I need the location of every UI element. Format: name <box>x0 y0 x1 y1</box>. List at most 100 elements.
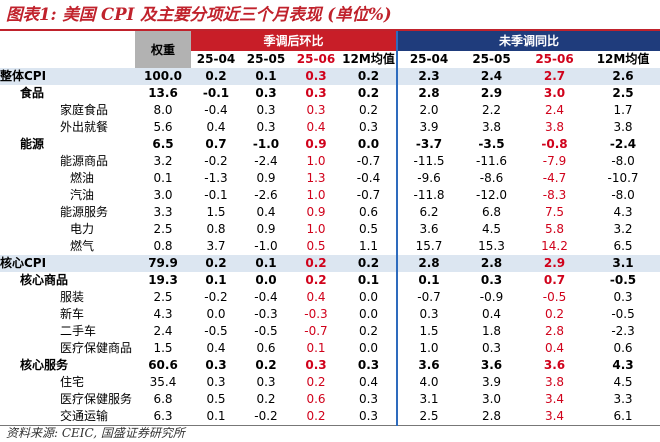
header-period-mom: 25-05 <box>246 52 286 66</box>
yoy-value: 1.0 <box>396 340 461 357</box>
mom-value: 0.9 <box>256 222 276 236</box>
row-weight: 100.0 <box>135 68 191 85</box>
mom-value: 1.1 <box>358 239 379 253</box>
yoy-value: 6.5 <box>613 239 633 253</box>
mom-value: 0.4 <box>206 120 226 134</box>
mom-value: -0.2 <box>204 290 228 304</box>
source-note: 资料来源: CEIC, 国盛证券研究所 <box>6 426 185 440</box>
yoy-value: 4.5 <box>481 222 502 236</box>
yoy-value: -8.0 <box>611 154 635 168</box>
yoy-value: 2.8 <box>460 255 524 272</box>
mom-value: 1.3 <box>306 171 326 185</box>
row-label: 住宅 <box>60 375 85 389</box>
row-weight: 6.3 <box>135 408 191 426</box>
header-row-periods: 25-04 25-05 25-06 12M均值 25-04 25-05 25-0… <box>0 51 660 68</box>
mom-value: 0.4 <box>256 205 276 219</box>
yoy-value: 2.5 <box>612 86 634 100</box>
mom-value: -0.7 <box>356 188 381 202</box>
mom-value: 0.3 <box>291 68 341 85</box>
mom-value: -0.7 <box>304 324 328 338</box>
yoy-value: 7.5 <box>544 205 565 219</box>
yoy-value: -0.5 <box>611 307 635 321</box>
row-label: 能源服务 <box>60 205 109 219</box>
mom-value: 0.3 <box>205 358 227 372</box>
header-weight: 权重 <box>135 31 191 68</box>
row-weight: 1.5 <box>153 341 173 355</box>
mom-value: 0.3 <box>341 408 398 426</box>
mom-value: -0.5 <box>204 324 228 338</box>
table-row: 食品 13.6 -0.1 0.3 0.3 0.2 2.8 2.9 3.0 2.5 <box>0 85 660 102</box>
row-weight: 3.0 <box>153 188 173 202</box>
mom-value: 0.1 <box>241 255 291 272</box>
header-period-mom: 12M均值 <box>342 52 395 66</box>
mom-value: 0.3 <box>255 86 277 100</box>
yoy-value: 2.0 <box>396 102 461 119</box>
yoy-value: 2.9 <box>523 255 587 272</box>
mom-value: 1.0 <box>306 154 326 168</box>
table-row: 核心CPI 79.9 0.2 0.1 0.2 0.2 2.8 2.8 2.9 3.1 <box>0 255 660 272</box>
table-row: 新车 4.3 0.0 -0.3 -0.3 0.0 0.3 0.4 0.2 -0.5 <box>0 306 660 323</box>
yoy-value: 6.2 <box>396 204 461 221</box>
mom-value: -1.3 <box>204 171 228 185</box>
yoy-value: 2.5 <box>396 408 461 426</box>
row-label: 核心CPI <box>0 255 135 272</box>
yoy-value: 3.6 <box>396 221 461 238</box>
row-weight: 8.0 <box>153 103 173 117</box>
yoy-value: 1.8 <box>481 324 502 338</box>
mom-value: 1.0 <box>306 188 326 202</box>
mom-value: -1.0 <box>254 239 278 253</box>
row-weight: 0.1 <box>153 171 173 185</box>
yoy-value: -11.8 <box>396 187 461 204</box>
row-label: 外出就餐 <box>60 120 109 134</box>
table-row: 核心商品 19.3 0.1 0.0 0.2 0.1 0.1 0.3 0.7 -0.5 <box>0 272 660 289</box>
row-label: 服装 <box>60 290 85 304</box>
yoy-value: 3.3 <box>613 392 633 406</box>
mom-value: -0.2 <box>241 408 291 426</box>
chart-title: 图表1: 美国 CPI 及主要分项近三个月表现 (单位%) <box>6 5 392 24</box>
header-blank-2 <box>0 51 135 68</box>
mom-value: 0.6 <box>256 341 276 355</box>
table-row: 交通运输 6.3 0.1 -0.2 0.2 0.3 2.5 2.8 3.4 6.1 <box>0 408 660 426</box>
row-weight: 0.8 <box>153 239 173 253</box>
table-row: 能源服务 3.3 1.5 0.4 0.9 0.6 6.2 6.8 7.5 4.3 <box>0 204 660 221</box>
yoy-value: -8.3 <box>542 188 567 202</box>
yoy-value: 4.3 <box>612 358 634 372</box>
row-weight: 19.3 <box>148 273 178 287</box>
row-label: 汽油 <box>70 188 95 202</box>
yoy-value: -0.8 <box>541 137 568 151</box>
row-label: 能源商品 <box>60 154 109 168</box>
mom-value: 0.9 <box>306 205 326 219</box>
yoy-value: 3.8 <box>481 120 502 134</box>
yoy-value: 6.8 <box>481 205 502 219</box>
header-group-yoy: 未季调同比 <box>396 31 660 51</box>
row-weight: 2.5 <box>153 290 173 304</box>
mom-value: -0.4 <box>254 290 278 304</box>
mom-value: 0.6 <box>306 392 326 406</box>
yoy-value: -11.5 <box>396 153 461 170</box>
row-label: 医疗保健服务 <box>60 392 133 406</box>
mom-value: 3.7 <box>206 239 226 253</box>
mom-value: 0.1 <box>241 68 291 85</box>
mom-value: 0.0 <box>358 290 379 304</box>
row-weight: 4.3 <box>153 307 173 321</box>
mom-value: 0.8 <box>206 222 226 236</box>
yoy-value: 14.2 <box>541 239 568 253</box>
yoy-value: -0.5 <box>609 273 637 287</box>
yoy-value: 0.7 <box>543 273 566 287</box>
yoy-value: 2.8 <box>460 408 524 426</box>
yoy-value: 2.2 <box>481 103 502 117</box>
yoy-value: 2.8 <box>396 255 461 272</box>
mom-value: 0.3 <box>305 86 327 100</box>
mom-value: 0.9 <box>256 171 276 185</box>
mom-value: 0.4 <box>206 341 226 355</box>
mom-value: 0.0 <box>358 341 379 355</box>
mom-value: -0.3 <box>254 307 278 321</box>
row-weight: 60.6 <box>148 358 178 372</box>
mom-value: 0.2 <box>191 68 241 85</box>
mom-value: 0.2 <box>255 358 277 372</box>
yoy-value: 2.7 <box>523 68 587 85</box>
row-weight: 3.3 <box>153 205 173 219</box>
row-label: 能源 <box>20 137 45 151</box>
mom-value: -0.4 <box>204 103 228 117</box>
row-weight: 2.5 <box>153 222 173 236</box>
